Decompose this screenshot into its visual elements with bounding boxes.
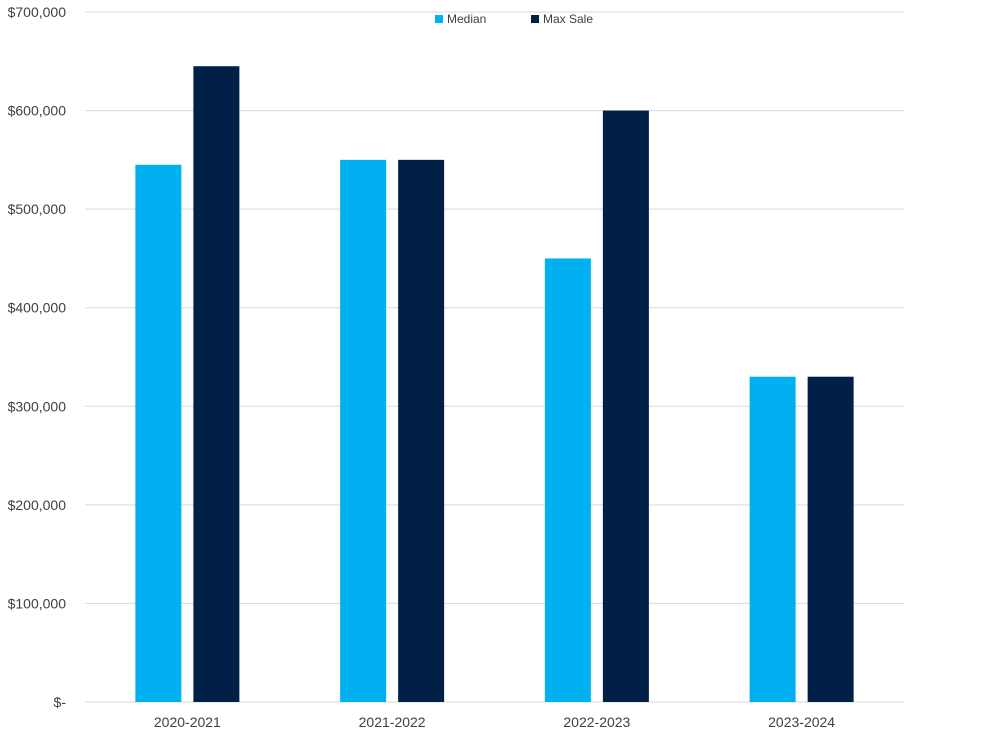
bar-median [544, 258, 591, 702]
y-tick-label: $400,000 [8, 300, 67, 316]
legend-swatch [531, 15, 539, 23]
y-tick-label: $100,000 [8, 595, 67, 611]
y-tick-label: $600,000 [8, 103, 67, 119]
x-tick-label: 2022-2023 [563, 714, 630, 730]
bar-median [749, 376, 796, 702]
legend-swatch [435, 15, 443, 23]
x-tick-label: 2023-2024 [768, 714, 835, 730]
bars [135, 66, 854, 703]
y-tick-label: $- [54, 694, 67, 710]
legend-label: Median [447, 12, 486, 26]
legend: Median Max Sale [435, 12, 593, 26]
bar-max-sale [602, 110, 649, 703]
y-tick-label: $300,000 [8, 398, 67, 414]
x-tick-label: 2021-2022 [359, 714, 426, 730]
y-tick-label: $500,000 [8, 201, 67, 217]
bar-max-sale [807, 376, 854, 702]
bar-median [340, 159, 387, 702]
bar-max-sale [193, 66, 240, 702]
x-axis-tick-labels: 2020-2021 2021-2022 2022-2023 2023-2024 [154, 714, 835, 730]
y-axis-tick-labels: $- $100,000 $200,000 $300,000 $400,000 $500,0… [8, 4, 67, 710]
bar-median [135, 164, 182, 703]
x-tick-label: 2020-2021 [154, 714, 221, 730]
y-tick-label: $200,000 [8, 497, 67, 513]
y-tick-label: $700,000 [8, 4, 67, 20]
legend-label: Max Sale [543, 12, 593, 26]
bar-max-sale [398, 159, 445, 702]
